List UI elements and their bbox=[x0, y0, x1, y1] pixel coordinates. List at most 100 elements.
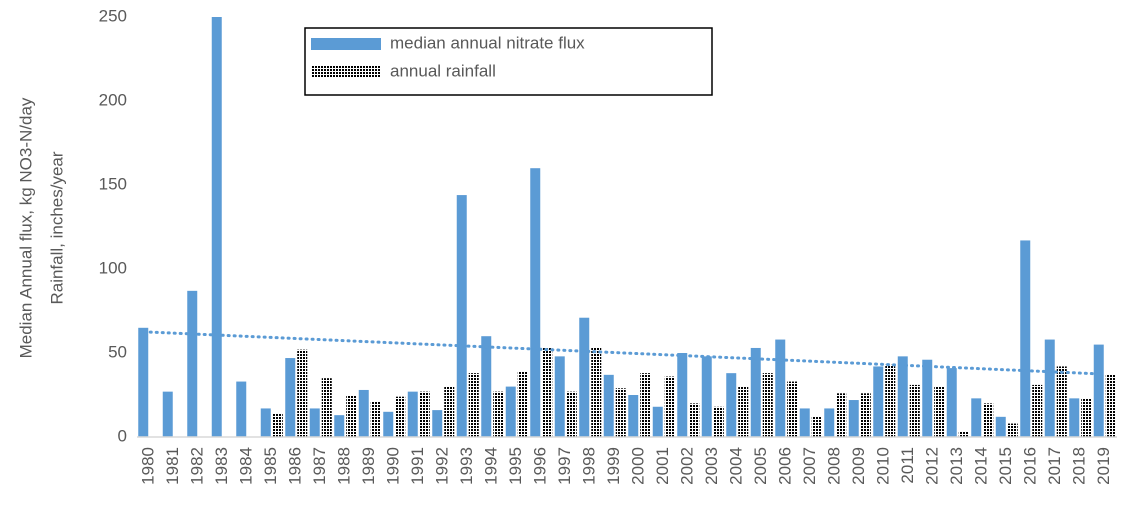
bar bbox=[640, 373, 651, 437]
x-tick-label: 2014 bbox=[972, 447, 991, 485]
x-tick-label: 1982 bbox=[188, 447, 207, 485]
bar bbox=[811, 416, 822, 437]
bar bbox=[1081, 398, 1092, 437]
x-tick-label: 2019 bbox=[1094, 447, 1113, 485]
bar bbox=[530, 168, 541, 437]
bar bbox=[615, 388, 626, 437]
bar bbox=[689, 403, 700, 437]
y-axis-label: Rainfall, inches/year bbox=[47, 151, 66, 304]
bar bbox=[885, 364, 896, 437]
x-tick-label: 1983 bbox=[212, 447, 231, 485]
x-tick-label: 2002 bbox=[678, 447, 697, 485]
bar bbox=[738, 386, 749, 437]
trendline bbox=[142, 330, 1102, 376]
bar bbox=[542, 347, 553, 437]
bar bbox=[407, 391, 418, 437]
bar bbox=[1044, 339, 1055, 437]
x-tick-label: 1995 bbox=[506, 447, 525, 485]
x-tick-label: 1985 bbox=[261, 447, 280, 485]
bar bbox=[358, 389, 369, 437]
x-tick-label: 1987 bbox=[310, 447, 329, 485]
bar bbox=[334, 415, 345, 437]
bar bbox=[701, 356, 712, 437]
x-tick-label: 1988 bbox=[335, 447, 354, 485]
bar bbox=[922, 359, 933, 437]
x-tick-label: 2017 bbox=[1045, 447, 1064, 485]
x-tick-label: 1981 bbox=[163, 447, 182, 485]
x-tick-label: 1989 bbox=[359, 447, 378, 485]
bar bbox=[848, 400, 859, 437]
x-tick-label: 2008 bbox=[825, 447, 844, 485]
bar bbox=[579, 317, 590, 437]
bar bbox=[873, 366, 884, 437]
x-tick-label: 2013 bbox=[947, 447, 966, 485]
bar bbox=[909, 384, 920, 437]
y-tick-label: 50 bbox=[108, 342, 127, 361]
y-tick-label: 100 bbox=[99, 258, 127, 277]
y-tick-label: 150 bbox=[99, 174, 127, 193]
bar bbox=[995, 416, 1006, 437]
y-tick-label: 0 bbox=[118, 426, 127, 445]
x-tick-label: 2001 bbox=[653, 447, 672, 485]
x-tick-label: 1992 bbox=[433, 447, 452, 485]
x-tick-label: 1980 bbox=[139, 447, 158, 485]
x-tick-label: 1984 bbox=[237, 447, 256, 485]
bar bbox=[370, 401, 381, 437]
bar bbox=[664, 376, 675, 437]
bar bbox=[285, 358, 296, 437]
bar bbox=[787, 381, 798, 437]
x-tick-label: 2005 bbox=[751, 447, 770, 485]
bar bbox=[983, 403, 994, 437]
legend-label: annual rainfall bbox=[390, 61, 496, 80]
bar bbox=[517, 371, 528, 437]
bar bbox=[236, 381, 247, 437]
bar bbox=[934, 386, 945, 437]
x-tick-label: 1990 bbox=[384, 447, 403, 485]
x-tick-label: 2012 bbox=[923, 447, 942, 485]
bar bbox=[309, 408, 320, 437]
y-tick-label: 250 bbox=[99, 6, 127, 25]
x-tick-label: 2011 bbox=[898, 447, 917, 484]
y-axis-label: Median Annual flux, kg NO3-N/day bbox=[16, 97, 35, 358]
x-tick-label: 2010 bbox=[874, 447, 893, 485]
x-tick-label: 2007 bbox=[800, 447, 819, 485]
x-tick-label: 2003 bbox=[702, 447, 721, 485]
bar bbox=[187, 290, 198, 437]
bar bbox=[1069, 398, 1080, 437]
bar bbox=[162, 391, 173, 437]
bar bbox=[1093, 344, 1104, 437]
bar bbox=[1105, 374, 1116, 437]
legend-swatch bbox=[311, 38, 381, 50]
bar bbox=[395, 396, 406, 437]
x-tick-label: 1998 bbox=[580, 447, 599, 485]
bar bbox=[971, 398, 982, 437]
x-tick-label: 1997 bbox=[555, 447, 574, 485]
bar bbox=[799, 408, 810, 437]
legend-label: median annual nitrate flux bbox=[390, 33, 585, 52]
x-tick-label: 2016 bbox=[1021, 447, 1040, 485]
y-tick-label: 200 bbox=[99, 90, 127, 109]
bar bbox=[1020, 240, 1031, 437]
bar bbox=[750, 347, 761, 437]
x-tick-label: 1994 bbox=[482, 447, 501, 485]
bar bbox=[138, 327, 149, 437]
bar bbox=[383, 411, 394, 437]
bar bbox=[775, 339, 786, 437]
bar bbox=[419, 391, 430, 437]
bar bbox=[432, 410, 443, 437]
x-tick-label: 1991 bbox=[408, 447, 427, 485]
bar bbox=[1056, 366, 1067, 437]
bar bbox=[566, 391, 577, 437]
bar bbox=[628, 395, 639, 437]
bar bbox=[860, 393, 871, 437]
bar bbox=[493, 391, 504, 437]
x-tick-label: 1993 bbox=[457, 447, 476, 485]
bar bbox=[958, 431, 969, 437]
bar bbox=[468, 373, 479, 437]
x-tick-label: 2009 bbox=[849, 447, 868, 485]
bar bbox=[946, 368, 957, 437]
bar bbox=[677, 353, 688, 437]
x-tick-label: 2004 bbox=[727, 447, 746, 485]
bar bbox=[505, 386, 516, 437]
